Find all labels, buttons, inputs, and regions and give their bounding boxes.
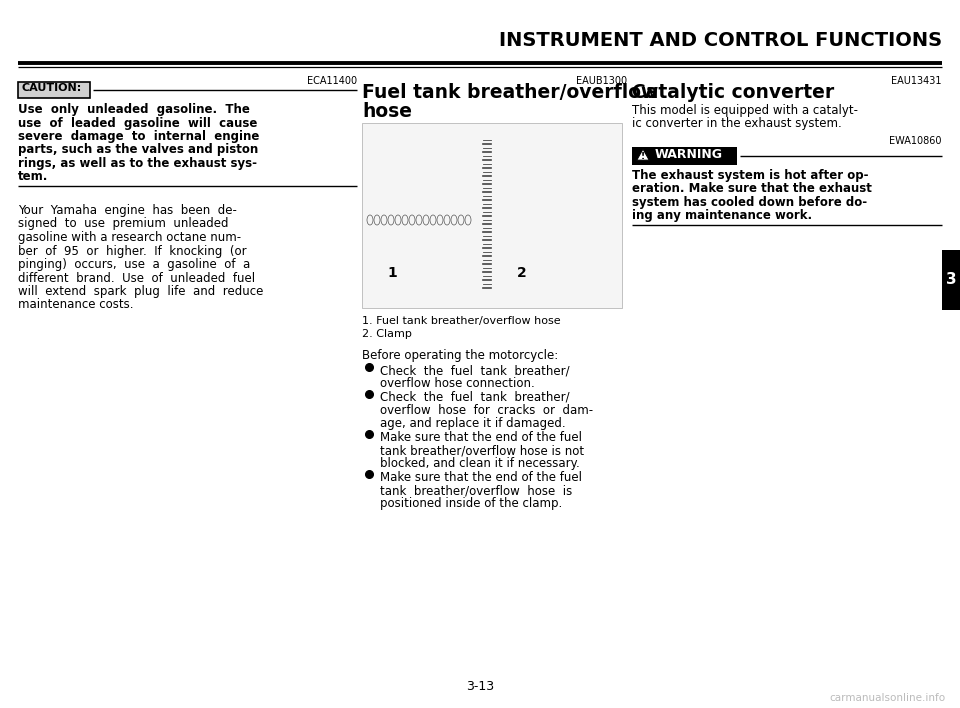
Text: 2. Clamp: 2. Clamp: [362, 329, 412, 339]
Text: EAUB1300: EAUB1300: [576, 76, 627, 86]
Text: pinging)  occurs,  use  a  gasoline  of  a: pinging) occurs, use a gasoline of a: [18, 258, 251, 271]
Text: Catalytic converter: Catalytic converter: [632, 83, 834, 102]
Text: This model is equipped with a catalyt-: This model is equipped with a catalyt-: [632, 104, 858, 117]
Text: use  of  leaded  gasoline  will  cause: use of leaded gasoline will cause: [18, 117, 257, 130]
Text: positioned inside of the clamp.: positioned inside of the clamp.: [380, 497, 563, 510]
Text: ing any maintenance work.: ing any maintenance work.: [632, 210, 812, 222]
Text: Use  only  unleaded  gasoline.  The: Use only unleaded gasoline. The: [18, 103, 250, 116]
Text: tank breather/overflow hose is not: tank breather/overflow hose is not: [380, 444, 584, 457]
Bar: [632, 147, 737, 165]
Text: severe  damage  to  internal  engine: severe damage to internal engine: [18, 130, 259, 143]
Bar: [362, 123, 622, 308]
Text: EWA10860: EWA10860: [890, 136, 942, 146]
Text: EAU13431: EAU13431: [892, 76, 942, 86]
Text: Your  Yamaha  engine  has  been  de-: Your Yamaha engine has been de-: [18, 204, 237, 217]
Text: The exhaust system is hot after op-: The exhaust system is hot after op-: [632, 169, 869, 182]
Text: Check  the  fuel  tank  breather/: Check the fuel tank breather/: [380, 391, 569, 404]
Text: !: !: [641, 152, 645, 161]
Text: will  extend  spark  plug  life  and  reduce: will extend spark plug life and reduce: [18, 285, 263, 298]
Text: system has cooled down before do-: system has cooled down before do-: [632, 196, 867, 209]
Text: 2: 2: [517, 266, 527, 280]
Bar: [18, 82, 90, 98]
Polygon shape: [636, 149, 649, 160]
Text: Check  the  fuel  tank  breather/: Check the fuel tank breather/: [380, 364, 569, 377]
Text: overflow hose connection.: overflow hose connection.: [380, 377, 535, 390]
Text: Before operating the motorcycle:: Before operating the motorcycle:: [362, 349, 559, 362]
Text: overflow  hose  for  cracks  or  dam-: overflow hose for cracks or dam-: [380, 404, 593, 417]
Text: tem.: tem.: [18, 171, 48, 183]
Text: 3: 3: [946, 273, 956, 287]
Text: INSTRUMENT AND CONTROL FUNCTIONS: INSTRUMENT AND CONTROL FUNCTIONS: [499, 31, 942, 50]
Text: Make sure that the end of the fuel: Make sure that the end of the fuel: [380, 471, 582, 484]
Text: tank  breather/overflow  hose  is: tank breather/overflow hose is: [380, 484, 572, 497]
Text: signed  to  use  premium  unleaded: signed to use premium unleaded: [18, 217, 228, 231]
Text: CAUTION:: CAUTION:: [21, 83, 82, 93]
Text: rings, as well as to the exhaust sys-: rings, as well as to the exhaust sys-: [18, 157, 257, 170]
Text: maintenance costs.: maintenance costs.: [18, 299, 133, 312]
Text: Fuel tank breather/overflow: Fuel tank breather/overflow: [362, 83, 659, 102]
Text: different  brand.  Use  of  unleaded  fuel: different brand. Use of unleaded fuel: [18, 271, 255, 285]
Text: 1: 1: [387, 266, 396, 280]
Text: WARNING: WARNING: [655, 148, 723, 161]
Text: hose: hose: [362, 102, 412, 121]
Text: ic converter in the exhaust system.: ic converter in the exhaust system.: [632, 118, 842, 130]
Text: age, and replace it if damaged.: age, and replace it if damaged.: [380, 417, 565, 430]
Text: ber  of  95  or  higher.  If  knocking  (or: ber of 95 or higher. If knocking (or: [18, 244, 247, 258]
Text: Make sure that the end of the fuel: Make sure that the end of the fuel: [380, 431, 582, 444]
Text: gasoline with a research octane num-: gasoline with a research octane num-: [18, 231, 241, 244]
Text: carmanualsonline.info: carmanualsonline.info: [828, 693, 945, 703]
Text: 3-13: 3-13: [466, 680, 494, 693]
Text: eration. Make sure that the exhaust: eration. Make sure that the exhaust: [632, 183, 872, 195]
Text: 1. Fuel tank breather/overflow hose: 1. Fuel tank breather/overflow hose: [362, 316, 561, 326]
Bar: [942, 250, 960, 310]
Text: ECA11400: ECA11400: [307, 76, 357, 86]
Text: parts, such as the valves and piston: parts, such as the valves and piston: [18, 144, 258, 156]
Text: blocked, and clean it if necessary.: blocked, and clean it if necessary.: [380, 457, 580, 470]
